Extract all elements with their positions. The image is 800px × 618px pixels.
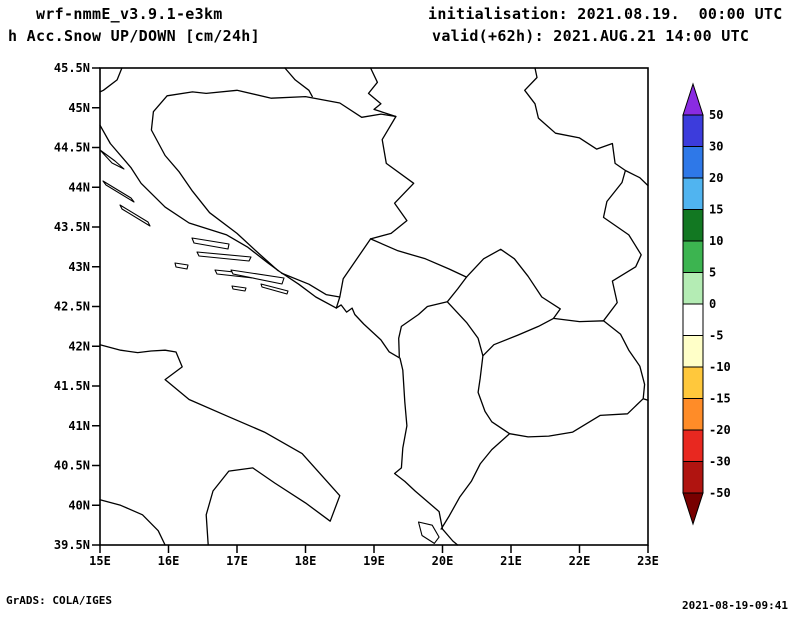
lat-tick-label: 45N [68, 101, 90, 115]
lat-tick-label: 42N [68, 339, 90, 353]
lon-tick-marks [99, 545, 649, 553]
border-serbia-bulgaria-romania [524, 67, 649, 322]
colorbar-bottom-arrow [682, 492, 704, 526]
border-kosovo [446, 248, 561, 357]
colorbar-labels: 50 30 20 15 10 5 0 -5 -10 -15 -20 -30 -5… [709, 108, 731, 500]
corfu-island [417, 521, 440, 544]
lon-tick-label: 23E [637, 554, 659, 568]
lon-tick-label: 15E [89, 554, 111, 568]
lon-axis-labels: 15E 16E 17E 18E 19E 20E 21E 22E 23E [89, 554, 659, 568]
lat-tick-label: 41N [68, 419, 90, 433]
colorbar-label: 15 [709, 203, 723, 217]
colorbar-segment [682, 429, 704, 462]
colorbar-segment [682, 398, 704, 431]
border-albania-east-south [440, 355, 511, 530]
colorbar-label: 20 [709, 171, 723, 185]
border-montenegro [369, 238, 468, 358]
creation-timestamp: 2021-08-19-09:41 [682, 599, 788, 612]
border-drina-bosnia-serbia [369, 115, 415, 240]
lon-tick-label: 17E [226, 554, 248, 568]
colorbar-segment [682, 209, 704, 242]
colorbar-label: -15 [709, 392, 731, 406]
colorbar-label: -10 [709, 360, 731, 374]
lat-tick-label: 42.5N [54, 300, 90, 314]
italy-tyrrhenian-coastline [99, 499, 166, 546]
lon-tick-label: 20E [432, 554, 454, 568]
colorbar: 50 30 20 15 10 5 0 -5 -10 -15 -20 -30 -5… [682, 82, 731, 526]
lat-axis-labels: 45.5N 45N 44.5N 44N 43.5N 43N 42.5N 42N … [54, 61, 90, 552]
colorbar-segment [682, 303, 704, 336]
dalmatian-islands [99, 149, 289, 295]
lat-tick-label: 40.5N [54, 459, 90, 473]
lon-tick-label: 19E [363, 554, 385, 568]
peljesac-peninsula [230, 269, 285, 285]
border-croatia-serbia-danube [367, 67, 397, 118]
product-title: h Acc.Snow UP/DOWN [cm/24h] [8, 27, 260, 45]
colorbar-segment [682, 366, 704, 399]
adriatic-east-coastline [99, 124, 459, 546]
valid-time-label: valid(+62h): 2021.AUG.21 14:00 UTC [432, 27, 750, 45]
colorbar-label: -50 [709, 486, 731, 500]
lat-tick-label: 45.5N [54, 61, 90, 75]
colorbar-top-arrow [682, 82, 704, 116]
lon-tick-label: 18E [295, 554, 317, 568]
lon-tick-label: 16E [158, 554, 180, 568]
border-croatia-bosnia-south [280, 238, 372, 309]
colorbar-segment [682, 272, 704, 305]
colorbar-label: -5 [709, 329, 723, 343]
island-outline [191, 237, 230, 250]
island-outline [99, 149, 125, 170]
colorbar-segment [682, 461, 704, 494]
island-outline [231, 285, 247, 292]
colorbar-label: 10 [709, 234, 723, 248]
border-macedonia [508, 317, 649, 438]
lat-tick-label: 43.5N [54, 220, 90, 234]
island-outline [196, 251, 252, 262]
colorbar-label: 5 [709, 266, 716, 280]
lat-tick-marks [92, 67, 100, 546]
island-outline [119, 204, 151, 227]
colorbar-label: 50 [709, 108, 723, 122]
border-slovenia-croatia [99, 67, 123, 93]
border-bosnia-west-north [150, 89, 397, 272]
map-frame [99, 67, 649, 546]
colorbar-segment [682, 114, 704, 147]
country-borders [99, 67, 649, 530]
lat-tick-label: 44N [68, 180, 90, 194]
lon-tick-label: 22E [569, 554, 591, 568]
colorbar-segment [682, 146, 704, 179]
grads-credit: GrADS: COLA/IGES [6, 594, 112, 607]
lon-tick-label: 21E [500, 554, 522, 568]
lat-tick-label: 44.5N [54, 141, 90, 155]
colorbar-label: 0 [709, 297, 716, 311]
border-drava-segment [284, 67, 313, 98]
coastlines [99, 124, 459, 546]
lat-tick-label: 43N [68, 260, 90, 274]
model-title: wrf-nmmE_v3.9.1-e3km [36, 5, 223, 23]
lat-tick-label: 41.5N [54, 379, 90, 393]
lat-tick-label: 40N [68, 498, 90, 512]
italy-adriatic-coastline [99, 344, 341, 546]
init-time-label: initialisation: 2021.08.19. 00:00 UTC [428, 5, 783, 23]
island-outline [102, 180, 135, 203]
colorbar-label: 30 [709, 140, 723, 154]
colorbar-segment [682, 335, 704, 368]
colorbar-label: -20 [709, 423, 731, 437]
colorbar-label: -30 [709, 455, 731, 469]
colorbar-segment [682, 240, 704, 273]
colorbar-segment [682, 177, 704, 210]
island-outline [260, 283, 289, 295]
island-outline [174, 262, 189, 270]
lat-tick-label: 39.5N [54, 538, 90, 552]
